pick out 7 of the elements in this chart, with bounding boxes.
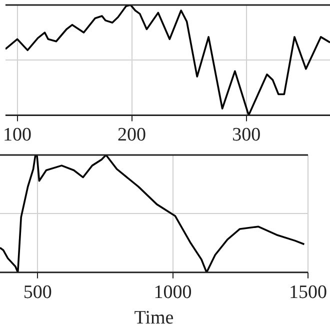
x-tick-label: 200 bbox=[118, 124, 146, 146]
x-tick-label: 1500 bbox=[289, 282, 327, 303]
x-tick-label: 300 bbox=[232, 124, 261, 146]
x-tick-label: 500 bbox=[23, 282, 52, 303]
x-tick-label: 1000 bbox=[154, 282, 192, 303]
x-axis-title: Time bbox=[134, 308, 174, 329]
x-tick-label: 100 bbox=[3, 124, 32, 146]
